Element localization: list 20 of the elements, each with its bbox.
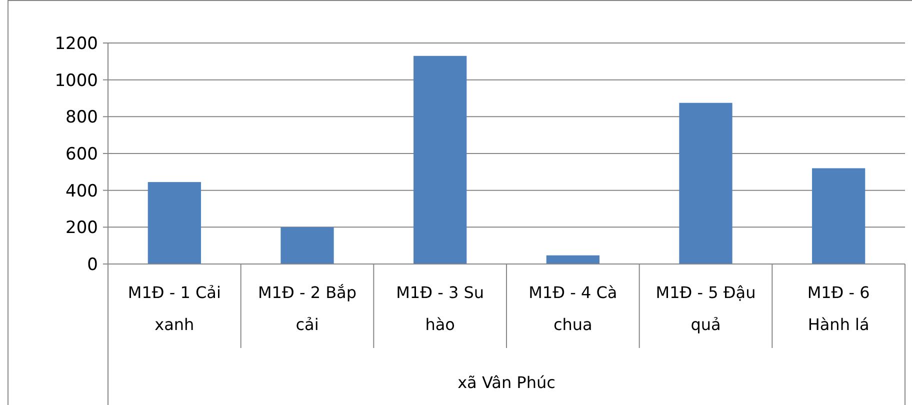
x-tick-label: M1Đ - 5 Đậu quả bbox=[656, 283, 756, 334]
x-axis-title: xã Vân Phúc bbox=[458, 373, 556, 392]
x-tick-label: M1Đ - 3 Su hào bbox=[396, 283, 484, 334]
bar bbox=[280, 227, 334, 264]
bar bbox=[812, 168, 866, 264]
y-tick-label: 800 bbox=[66, 108, 98, 128]
y-tick-label: 1000 bbox=[54, 70, 98, 91]
x-tick-label: M1Đ - 6 Hành lá bbox=[807, 283, 870, 334]
y-tick-label: 200 bbox=[66, 218, 98, 238]
x-tick-label: M1Đ - 2 Bắp cải bbox=[258, 283, 357, 334]
x-tick-label: M1Đ - 4 Cà chua bbox=[528, 283, 618, 334]
x-tick-label: M1Đ - 1 Cải xanh bbox=[128, 283, 221, 334]
bar bbox=[679, 102, 732, 264]
y-tick-label: 0 bbox=[87, 254, 98, 275]
y-tick-label: 400 bbox=[66, 181, 98, 202]
bar bbox=[414, 56, 467, 264]
y-tick-label: 600 bbox=[66, 144, 98, 164]
bar bbox=[546, 255, 600, 264]
bar bbox=[148, 182, 201, 264]
y-tick-label: 1200 bbox=[54, 34, 98, 54]
